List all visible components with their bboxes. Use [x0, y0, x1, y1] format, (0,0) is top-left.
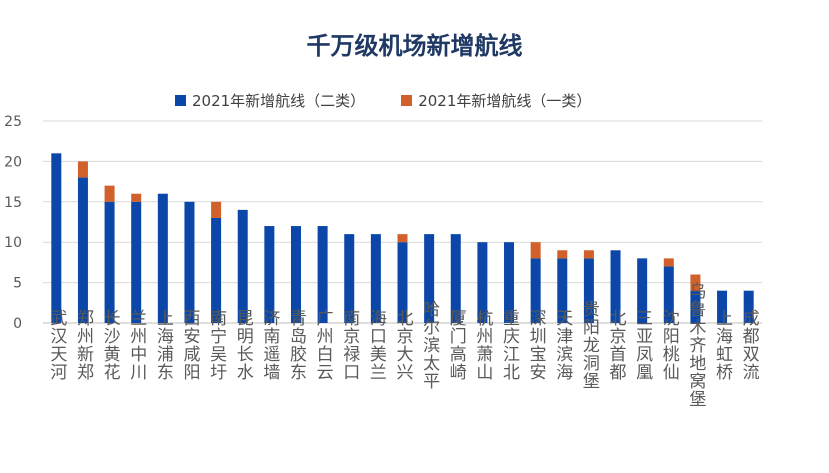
x-tick-label: 北京首都	[606, 309, 627, 381]
bar-series-2	[77, 161, 88, 178]
bar-series-1	[477, 242, 488, 323]
legend-item-series-2: 2021年新增航线（一类）	[401, 90, 591, 111]
y-tick-label: 15	[4, 195, 22, 211]
x-tick-label: 成都双流	[739, 309, 760, 381]
bar-series-1	[184, 201, 195, 323]
x-tick-label: 上海虹桥	[712, 309, 733, 381]
bar-series-1	[557, 258, 568, 323]
bar-series-1	[504, 242, 515, 323]
x-tick-label: 北京大兴	[393, 309, 414, 381]
x-tick-label: 海口美兰	[366, 309, 387, 381]
x-tick-label: 乌鲁木齐地窝堡	[685, 282, 706, 408]
bar-series-1	[583, 258, 594, 323]
x-tick-label: 上海浦东	[153, 309, 174, 381]
bar-series-1	[211, 217, 222, 323]
bar-series-1	[104, 201, 115, 323]
x-tick-label: 兰州中川	[126, 309, 147, 381]
x-tick-label: 青岛胶东	[286, 309, 307, 381]
bar-series-1	[370, 234, 381, 323]
bar-series-1	[424, 234, 435, 323]
x-tick-label: 天津滨海	[552, 309, 573, 381]
bar-series-1	[397, 242, 408, 323]
bar-series-2	[530, 242, 541, 259]
y-tick-label: 10	[4, 235, 22, 251]
x-tick-label: 郑州新郑	[73, 309, 94, 381]
bar-series-1	[237, 209, 248, 323]
bar-series-1	[290, 226, 301, 323]
bar-series-1	[717, 290, 728, 323]
bar-series-2	[397, 234, 408, 243]
bar-series-1	[743, 290, 754, 323]
y-tick-label: 5	[13, 276, 22, 292]
bar-series-1	[450, 234, 461, 323]
x-tick-label: 沈阳桃仙	[659, 309, 680, 381]
x-tick-label: 南京禄口	[339, 309, 360, 381]
bar-series-1	[157, 193, 168, 323]
x-tick-label: 武汉天河	[46, 309, 67, 381]
bar-series-2	[131, 193, 142, 202]
legend-label-series-1: 2021年新增航线（二类）	[192, 92, 366, 110]
x-tick-label: 长沙黄花	[100, 309, 121, 381]
x-tick-label: 杭州萧山	[472, 309, 493, 381]
x-tick-label: 哈尔滨太平	[419, 300, 440, 390]
legend: 2021年新增航线（二类） 2021年新增航线（一类）	[175, 90, 591, 111]
chart-title: 千万级机场新增航线	[306, 32, 523, 60]
bar-series-2	[663, 258, 674, 267]
bar-series-1	[344, 234, 355, 323]
bar-series-1	[264, 226, 275, 323]
legend-swatch-series-1	[175, 95, 186, 106]
legend-item-series-1: 2021年新增航线（二类）	[175, 90, 365, 111]
bar-series-2	[690, 274, 701, 291]
bar-series-1	[530, 258, 541, 323]
bar-series-1	[317, 226, 328, 323]
bar-series-1	[131, 201, 142, 323]
x-tick-label: 重庆江北	[499, 309, 520, 381]
bar-series-2	[211, 201, 222, 218]
x-tick-label: 深圳宝安	[526, 309, 547, 381]
bar-series-1	[690, 290, 701, 323]
bar-series-1	[637, 258, 648, 323]
y-tick-label: 0	[13, 316, 22, 332]
bar-series-2	[583, 250, 594, 259]
x-tick-label: 三亚凤凰	[632, 309, 653, 381]
x-tick-label: 广州白云	[313, 309, 334, 381]
bar-series-1	[663, 266, 674, 323]
x-tick-label: 西安咸阳	[179, 309, 200, 381]
y-tick-label: 25	[4, 114, 22, 130]
bar-series-1	[610, 250, 621, 323]
x-tick-label: 南宁吴圩	[206, 309, 227, 381]
legend-label-series-2: 2021年新增航线（一类）	[418, 92, 592, 110]
x-tick-label: 贵阳龙洞堡	[579, 300, 600, 390]
legend-swatch-series-2	[401, 95, 413, 106]
bar-series-1	[51, 153, 62, 323]
x-tick-label: 厦门高崎	[446, 309, 467, 381]
bar-series-2	[557, 250, 568, 259]
y-tick-label: 20	[4, 154, 22, 170]
bar-series-2	[104, 185, 115, 202]
bar-series-1	[77, 177, 88, 323]
x-tick-label: 济南遥墙	[259, 309, 280, 381]
x-tick-label: 昆明长水	[233, 309, 254, 381]
